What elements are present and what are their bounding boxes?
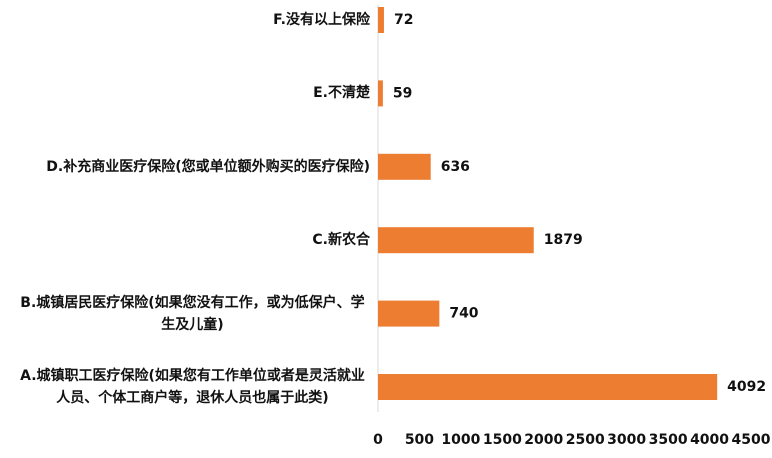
x-tick-label: 2500	[566, 432, 605, 448]
value-label: 4092	[727, 379, 766, 395]
x-tick-label: 2000	[524, 432, 563, 448]
y-tick-label: C.新农合	[312, 232, 370, 249]
y-tick-label-box: B.城镇居民医疗保险(如果您没有工作，或为低保户、学生及儿童)	[10, 284, 370, 344]
bar	[378, 153, 431, 180]
x-tick-label: 3000	[607, 432, 646, 448]
y-tick-label-box: E.不清楚	[10, 63, 370, 123]
y-tick-label: F.没有以上保险	[273, 12, 370, 28]
value-label: 740	[449, 306, 478, 322]
y-tick-label-box: D.补充商业医疗保险(您或单位额外购买的医疗保险)	[10, 137, 370, 197]
bar	[378, 374, 718, 400]
y-tick-label-box: A.城镇职工医疗保险(如果您有工作单位或者是灵活就业人员、个体工商户等，退休人员…	[10, 357, 370, 417]
x-tick-label: 1500	[483, 432, 522, 448]
value-label: 59	[393, 85, 412, 101]
bar	[378, 300, 440, 327]
bar	[378, 7, 384, 33]
y-tick-label-box: C.新农合	[10, 210, 370, 270]
value-label: 1879	[544, 232, 583, 248]
value-label: 636	[441, 159, 470, 175]
y-tick-label: D.补充商业医疗保险(您或单位额外购买的医疗保险)	[46, 158, 370, 175]
bar	[378, 227, 534, 254]
bar	[378, 80, 383, 107]
y-tick-label: E.不清楚	[313, 85, 370, 102]
y-tick-label: B.城镇居民医疗保险(如果您没有工作，或为低保户、学生及儿童)	[20, 294, 365, 333]
x-tick-label: 4500	[732, 432, 771, 448]
x-tick-label: 3500	[649, 432, 688, 448]
y-tick-label: A.城镇职工医疗保险(如果您有工作单位或者是灵活就业人员、个体工商户等，退休人员…	[20, 368, 365, 406]
x-tick-label: 0	[373, 432, 383, 448]
x-tick-label: 1000	[441, 432, 480, 448]
value-label: 72	[394, 12, 413, 28]
y-tick-label-box: F.没有以上保险	[10, 0, 370, 50]
x-tick-label: 4000	[690, 432, 729, 448]
x-tick-label: 500	[405, 432, 434, 448]
